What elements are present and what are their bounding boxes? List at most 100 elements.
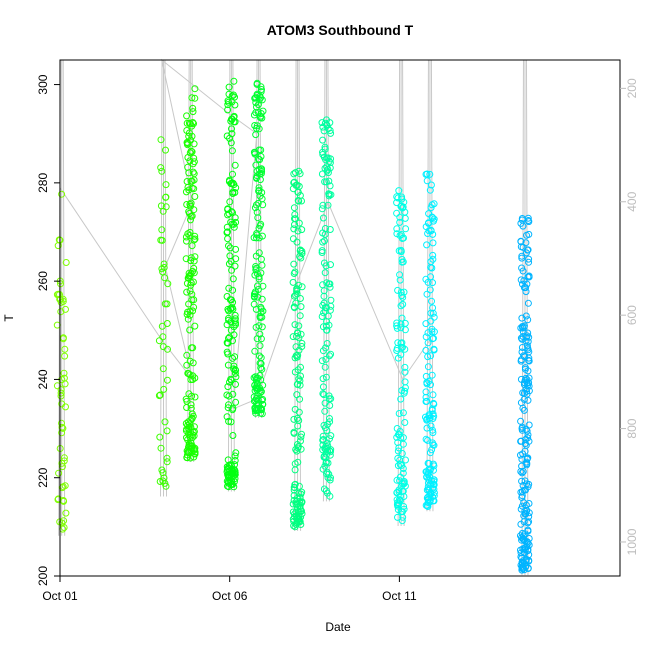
data-point bbox=[230, 118, 238, 126]
data-point bbox=[162, 181, 170, 189]
y-tick-label: 260 bbox=[36, 271, 50, 291]
data-point bbox=[393, 489, 401, 497]
data-point bbox=[224, 97, 232, 105]
data-point bbox=[325, 192, 333, 200]
data-point bbox=[187, 216, 194, 224]
data-point bbox=[525, 255, 533, 263]
data-point bbox=[298, 339, 306, 347]
data-point bbox=[191, 393, 199, 401]
profile-vertical-line bbox=[227, 59, 231, 492]
data-point bbox=[401, 208, 409, 216]
data-point bbox=[183, 119, 191, 127]
data-point bbox=[426, 186, 434, 194]
data-point bbox=[425, 412, 433, 420]
data-point bbox=[61, 482, 69, 490]
data-point bbox=[422, 398, 430, 405]
data-point bbox=[57, 298, 65, 306]
data-point bbox=[183, 454, 191, 462]
data-point bbox=[326, 451, 334, 459]
data-point bbox=[228, 147, 236, 155]
data-point bbox=[258, 261, 266, 269]
data-point bbox=[185, 272, 193, 280]
data-point bbox=[191, 235, 199, 243]
data-point bbox=[425, 377, 433, 385]
data-point bbox=[399, 434, 407, 442]
data-point bbox=[326, 492, 334, 500]
data-point bbox=[525, 518, 533, 526]
data-point bbox=[293, 447, 301, 455]
y-axis-label: T bbox=[2, 314, 16, 322]
data-point bbox=[430, 313, 438, 321]
data-point bbox=[402, 225, 410, 233]
data-point bbox=[326, 127, 334, 134]
data-point bbox=[225, 90, 233, 98]
data-point bbox=[426, 286, 434, 294]
y2-tick-label: 400 bbox=[625, 191, 639, 211]
data-point bbox=[396, 497, 404, 504]
data-point bbox=[227, 469, 235, 477]
y-axis: 200 220 240 260 280 300 bbox=[36, 74, 60, 586]
data-point bbox=[398, 235, 406, 242]
data-point bbox=[398, 193, 406, 201]
data-point bbox=[325, 321, 333, 329]
data-point bbox=[223, 463, 231, 471]
data-point bbox=[253, 382, 261, 390]
data-point bbox=[321, 363, 329, 371]
data-point bbox=[257, 303, 265, 311]
data-point bbox=[186, 228, 194, 236]
data-point bbox=[226, 176, 233, 184]
data-point bbox=[525, 273, 533, 281]
data-point bbox=[427, 226, 435, 234]
data-point bbox=[397, 351, 405, 359]
data-point bbox=[426, 170, 434, 178]
data-point bbox=[523, 460, 531, 468]
data-point bbox=[399, 409, 407, 417]
data-point bbox=[397, 395, 405, 403]
data-point bbox=[294, 227, 302, 235]
data-point bbox=[520, 284, 528, 292]
data-point bbox=[293, 517, 301, 525]
data-point bbox=[429, 429, 437, 437]
data-point bbox=[252, 252, 260, 260]
data-point bbox=[290, 170, 298, 178]
data-point bbox=[251, 347, 259, 355]
data-point bbox=[518, 252, 526, 260]
data-point bbox=[319, 201, 327, 209]
data-point bbox=[255, 125, 263, 133]
data-point bbox=[520, 512, 528, 520]
data-point bbox=[191, 444, 199, 452]
data-point bbox=[182, 420, 190, 427]
x-tick-label: Oct 01 bbox=[42, 589, 78, 603]
data-point bbox=[253, 335, 261, 343]
y2-tick-label: 800 bbox=[625, 418, 639, 438]
data-point bbox=[322, 373, 330, 381]
data-point bbox=[325, 470, 333, 478]
data-point bbox=[394, 286, 402, 294]
data-point bbox=[189, 359, 197, 367]
data-point bbox=[396, 477, 404, 485]
data-point bbox=[188, 296, 196, 304]
data-point bbox=[155, 337, 163, 345]
data-point bbox=[186, 157, 194, 165]
data-point bbox=[295, 219, 303, 227]
data-point bbox=[293, 494, 301, 502]
data-point bbox=[190, 264, 198, 272]
data-point bbox=[318, 357, 326, 365]
data-point bbox=[251, 404, 259, 412]
data-point bbox=[525, 387, 533, 395]
data-point bbox=[229, 190, 237, 197]
data-point bbox=[321, 424, 329, 432]
data-point bbox=[232, 380, 239, 388]
data-point bbox=[423, 241, 431, 249]
data-point bbox=[517, 357, 525, 365]
data-point bbox=[187, 442, 195, 450]
data-point bbox=[326, 226, 334, 233]
data-point bbox=[429, 439, 436, 447]
data-point bbox=[524, 367, 532, 375]
data-point bbox=[524, 329, 532, 337]
data-point bbox=[231, 369, 239, 377]
data-point bbox=[319, 238, 327, 246]
data-point bbox=[255, 96, 263, 104]
data-point bbox=[298, 430, 305, 438]
